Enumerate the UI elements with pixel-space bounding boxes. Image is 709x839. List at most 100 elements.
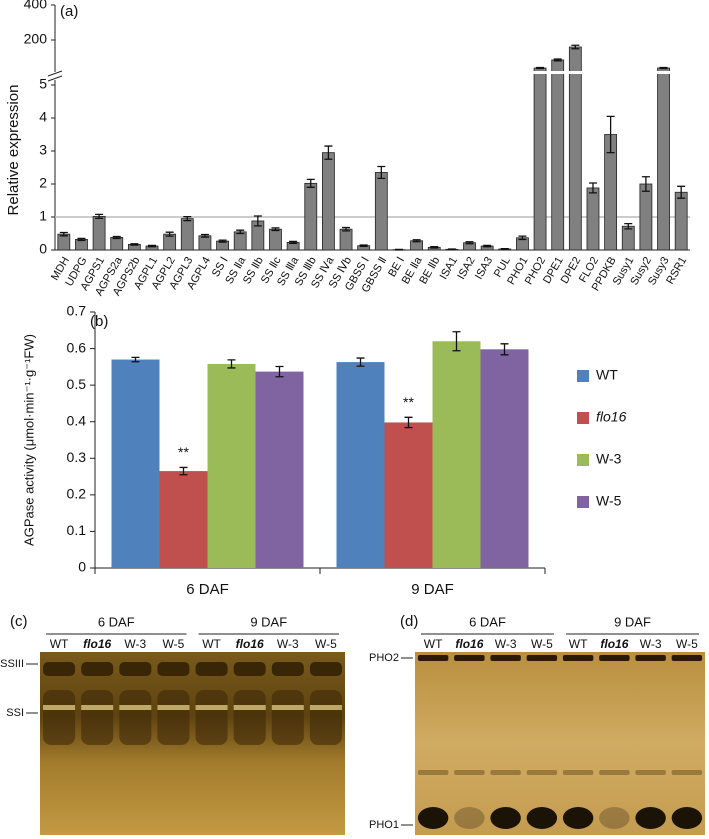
lane-label: WT [569, 637, 588, 651]
x-tick-label: 9 DAF [411, 581, 454, 598]
bar [255, 371, 304, 568]
error-bar [659, 66, 668, 70]
gel-c: (c) 6 DAF 9 DAF WT flo16 W-3 W-5 WT flo16 W-3 W-5 S… [0, 613, 345, 835]
gel-band [233, 662, 266, 676]
gel-band [635, 807, 666, 829]
break-gap [533, 71, 548, 74]
lane-label: W-5 [531, 637, 553, 651]
gel-band [233, 705, 266, 710]
gel-band [271, 705, 304, 710]
group-label: 9 DAF [250, 614, 287, 629]
error-bar [200, 233, 209, 238]
gel-image [415, 652, 705, 835]
gel-band [417, 807, 449, 829]
bar [111, 359, 160, 568]
gel-d: (d) 6 DAF 9 DAF WT flo16 W-3 W-5 WT flo16 W-3 W-5 P… [369, 613, 705, 835]
error-bar [536, 66, 545, 70]
error-bar [112, 235, 121, 240]
error-bar [588, 182, 597, 194]
gel-band [526, 807, 558, 829]
error-bar [356, 357, 365, 367]
gel-band [490, 807, 521, 829]
bar [198, 235, 212, 251]
group-label: 9 DAF [614, 614, 651, 629]
band-label: PHO2 [369, 652, 399, 664]
error-bar [377, 165, 386, 180]
x-tick-label: ISA2 [455, 255, 477, 282]
legend-label: WT [596, 367, 618, 383]
y-tick-label: 1 [39, 208, 47, 224]
error-bar [253, 215, 262, 227]
error-bar [359, 244, 368, 248]
gel-band [599, 807, 630, 829]
error-bar [130, 243, 139, 246]
gel-band [635, 655, 666, 661]
lane-label: W-5 [315, 637, 337, 651]
gel-band [43, 662, 76, 676]
bar [233, 231, 247, 251]
y-axis-label: Relative expression [5, 85, 22, 216]
gel-band [43, 690, 76, 745]
gel-band [195, 705, 228, 710]
gel-band [119, 705, 152, 710]
bar [269, 228, 282, 251]
lane-label: W-5 [676, 637, 698, 651]
error-bar [465, 241, 474, 245]
error-bar [148, 244, 157, 248]
y-tick-label: 4 [39, 109, 47, 125]
y-tick-label: 200 [24, 31, 48, 47]
error-bar [483, 244, 492, 248]
error-bar [452, 331, 461, 352]
gel-band [81, 662, 114, 676]
bar [480, 349, 529, 568]
error-bar [59, 231, 68, 237]
x-tick-label: ISA1 [438, 255, 460, 282]
y-tick-label: 0 [78, 559, 86, 575]
y-tick-label: 0.4 [67, 412, 87, 428]
bar [110, 237, 124, 251]
error-bar [500, 248, 509, 250]
error-bar [624, 222, 633, 230]
gel-band [599, 770, 630, 775]
bar [92, 215, 106, 251]
y-tick-label: 0.3 [67, 449, 87, 465]
lane-label: flo16 [600, 637, 628, 651]
error-bar [236, 229, 245, 235]
gel-band [526, 655, 558, 661]
y-tick-label: 0 [39, 241, 47, 257]
band-label: SSI [6, 707, 24, 719]
gel-band [454, 807, 485, 829]
annotation: ** [178, 444, 189, 460]
y-tick-label: 0.6 [67, 339, 87, 355]
error-bar [606, 115, 615, 154]
gel-band [309, 662, 342, 676]
y-tick-label: 0.1 [67, 522, 87, 538]
y-tick-label: 0.2 [67, 486, 87, 502]
bar [551, 59, 565, 251]
bar [57, 233, 71, 251]
error-bar [275, 365, 284, 378]
error-bar [500, 343, 509, 356]
gel-band [233, 690, 266, 745]
error-bar [412, 239, 421, 243]
gel-band [671, 655, 703, 661]
bar [180, 218, 194, 251]
bar [336, 362, 385, 568]
break-gap [568, 71, 583, 74]
error-bar [179, 466, 188, 476]
band-label: PHO1 [369, 819, 399, 831]
legend-label: W-3 [596, 451, 622, 467]
gel-band [195, 690, 228, 745]
gel-band [671, 807, 703, 829]
lane-label: flo16 [455, 637, 483, 651]
lane-label: W-3 [495, 637, 517, 651]
band-label: SSIII [0, 658, 24, 670]
gel-band [81, 705, 114, 710]
gel-band [119, 690, 152, 745]
error-bar [95, 213, 104, 219]
gel-band [119, 662, 152, 676]
x-tick-label: 6 DAF [186, 581, 229, 598]
lane-label: W-3 [124, 637, 146, 651]
error-bar [324, 145, 333, 160]
